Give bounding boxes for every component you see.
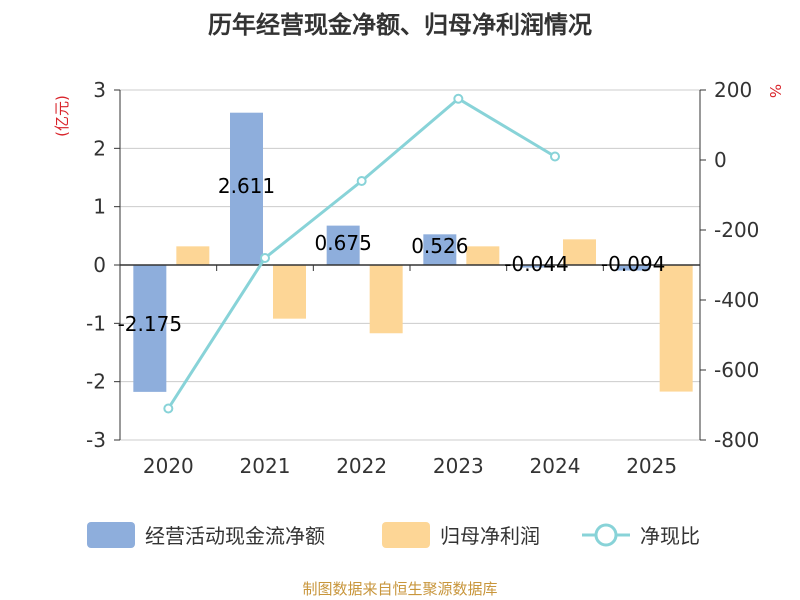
point-ratio-2020 bbox=[163, 403, 174, 414]
x-tick-label: 2020 bbox=[143, 454, 194, 478]
legend-label-cashflow: 经营活动现金流净额 bbox=[145, 524, 325, 548]
legend-marker-ratio bbox=[594, 523, 618, 547]
legend: 经营活动现金流净额 归母净利润 净现比 bbox=[87, 522, 700, 548]
point-ratio-2023 bbox=[453, 93, 464, 104]
right-tick-label: -200 bbox=[714, 218, 759, 242]
legend-swatch-cashflow bbox=[87, 522, 135, 548]
bar-cashflow-2023 bbox=[423, 234, 457, 265]
bars bbox=[133, 112, 693, 392]
x-tick-label: 2024 bbox=[530, 454, 581, 478]
bar-profit-2021 bbox=[273, 265, 306, 319]
right-tick-label: 200 bbox=[714, 78, 752, 102]
x-tick-label: 2025 bbox=[626, 454, 677, 478]
left-tick-label: 1 bbox=[93, 195, 106, 219]
bar-cashflow-2021 bbox=[230, 112, 263, 265]
bar-cashflow-2020 bbox=[133, 265, 167, 392]
legend-label-profit: 归母净利润 bbox=[440, 524, 540, 548]
left-tick-label: 3 bbox=[93, 78, 106, 102]
point-ratio-2022 bbox=[356, 176, 367, 186]
right-axis-unit: % bbox=[766, 84, 784, 98]
x-tick-label: 2021 bbox=[240, 454, 291, 478]
grid bbox=[120, 89, 700, 441]
left-tick-label: -2 bbox=[86, 370, 106, 394]
point-ratio-2024 bbox=[550, 151, 560, 162]
left-axis-unit: (亿元) bbox=[53, 95, 71, 137]
x-tick-label: 2022 bbox=[336, 454, 387, 478]
bar-profit-2025 bbox=[659, 265, 693, 392]
bar-cashflow-2025 bbox=[616, 265, 650, 271]
bar-cashflow-2022 bbox=[326, 225, 360, 265]
right-tick-label: 0 bbox=[714, 148, 727, 172]
left-tick-label: 0 bbox=[93, 253, 106, 277]
data-label-cashflow-2020: -2.175 bbox=[118, 312, 182, 336]
data-label-cashflow-2025: -0.094 bbox=[601, 252, 665, 276]
left-tick-label: -1 bbox=[86, 311, 106, 335]
data-label-cashflow-2021: 2.611 bbox=[218, 174, 275, 198]
data-label-cashflow-2022: 0.675 bbox=[315, 231, 372, 255]
bar-profit-2020 bbox=[176, 246, 210, 265]
right-tick-label: -800 bbox=[714, 428, 759, 452]
right-tick-label: -400 bbox=[714, 288, 759, 312]
x-tick-label: 2023 bbox=[433, 454, 484, 478]
legend-label-ratio: 净现比 bbox=[640, 524, 700, 548]
data-source: 制图数据来自恒生聚源数据库 bbox=[302, 580, 497, 598]
axes: 3 2 1 0 -1 -2 -3 200 0 -200 -400 -600 -800 2020 2021 20… bbox=[86, 78, 759, 478]
left-tick-label: 2 bbox=[93, 136, 106, 160]
bar-profit-2024 bbox=[563, 239, 596, 265]
data-label-cashflow-2023: 0.526 bbox=[411, 234, 468, 258]
bar-cashflow-2024 bbox=[520, 265, 553, 268]
line-series bbox=[163, 93, 560, 414]
legend-swatch-profit bbox=[382, 522, 430, 548]
data-label-cashflow-2024: -0.044 bbox=[504, 252, 568, 276]
right-tick-label: -600 bbox=[714, 358, 759, 382]
chart-title: 历年经营现金净额、归母净利润情况 bbox=[208, 11, 592, 39]
point-ratio-2021 bbox=[260, 253, 270, 263]
bar-profit-2022 bbox=[369, 265, 403, 334]
data-labels: -2.175 2.611 0.675 0.526 -0.044 -0.094 bbox=[118, 174, 666, 336]
left-tick-label: -3 bbox=[86, 428, 106, 452]
bar-profit-2023 bbox=[466, 246, 500, 265]
